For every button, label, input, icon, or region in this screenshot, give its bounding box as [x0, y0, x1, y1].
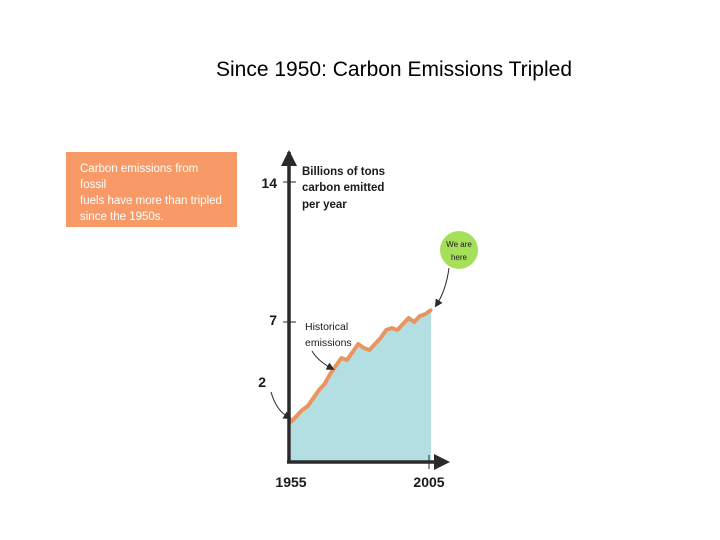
slide-title: Since 1950: Carbon Emissions Tripled: [215, 58, 572, 81]
data-point-1969: [328, 372, 332, 376]
data-point-1999: [412, 320, 416, 324]
tick-layer: 14 7 2 1955 2005: [258, 175, 445, 490]
callout-line-2: fuels have more than tripled: [80, 195, 222, 207]
y-tick-label-14: 14: [261, 175, 277, 191]
data-point-1977: [351, 350, 355, 354]
callout-line-3: since the 1950s.: [80, 211, 164, 223]
callout-box: Carbon emissions from fossil fuels have …: [66, 152, 237, 227]
area-layer: [289, 308, 433, 462]
data-point-1997: [407, 316, 411, 320]
data-point-1967: [323, 382, 327, 386]
data-point-1975: [345, 358, 349, 362]
y-tick-label-2: 2: [258, 374, 266, 390]
two-pointer-arrow: [270, 391, 292, 420]
x-axis-arrow-icon: [434, 454, 450, 470]
data-point-1957: [295, 414, 299, 418]
data-point-2005: [429, 308, 433, 312]
data-point-1991: [390, 326, 394, 330]
data-point-1985: [373, 342, 377, 346]
marker-pointer-arrow: [434, 267, 450, 308]
historical-pointer-arrow: [311, 350, 335, 370]
data-point-2003: [423, 312, 427, 316]
we-are-here-marker: We are here: [434, 231, 478, 308]
data-point-1959: [300, 408, 304, 412]
emissions-area: [291, 310, 431, 462]
y-label-line-3: per year: [302, 199, 347, 211]
data-point-1965: [317, 388, 321, 392]
y-label-line-2: carbon emitted: [302, 182, 384, 194]
historical-label-line-2: emissions: [305, 337, 352, 349]
data-point-2001: [418, 314, 422, 318]
y-axis-label: Billions of tons carbon emitted per year: [302, 166, 385, 211]
data-point-1995: [401, 322, 405, 326]
historical-label-line-1: Historical: [305, 321, 348, 333]
data-point-1981: [362, 346, 366, 350]
y-label-line-1: Billions of tons: [302, 166, 385, 178]
y-tick-label-7: 7: [269, 312, 277, 328]
data-point-1971: [334, 364, 338, 368]
callout-line-1: Carbon emissions from fossil: [80, 163, 199, 191]
y-axis-arrow-icon: [281, 150, 297, 166]
data-point-1979: [356, 342, 360, 346]
x-tick-label-2005: 2005: [413, 474, 444, 490]
data-point-1973: [339, 356, 343, 360]
data-point-1987: [379, 336, 383, 340]
historical-annotation: Historical emissions: [305, 321, 352, 370]
data-point-1983: [367, 348, 371, 352]
marker-line-2: here: [451, 253, 468, 262]
data-point-1963: [311, 396, 315, 400]
axis-layer: [281, 150, 450, 470]
we-are-here-circle: [440, 231, 478, 269]
marker-line-1: We are: [446, 240, 472, 249]
x-tick-label-1955: 1955: [275, 474, 306, 490]
data-point-1961: [306, 404, 310, 408]
data-point-1993: [395, 328, 399, 332]
data-point-1989: [384, 328, 388, 332]
